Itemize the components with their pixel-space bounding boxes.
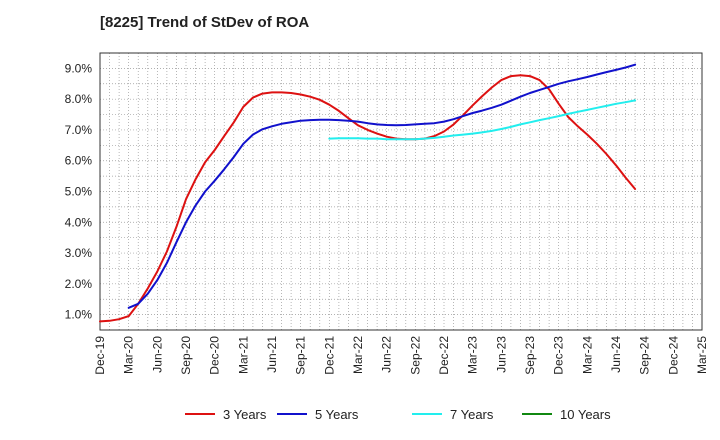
x-tick-label: Dec-23 (552, 336, 566, 375)
y-tick-label: 1.0% (65, 308, 93, 322)
x-tick-label: Dec-22 (437, 336, 451, 375)
x-tick-label: Dec-21 (322, 336, 336, 375)
y-tick-label: 6.0% (65, 154, 93, 168)
legend-label: 10 Years (560, 407, 611, 422)
x-tick-label: Mar-20 (122, 336, 136, 374)
x-tick-label: Jun-24 (609, 336, 623, 373)
y-tick-label: 2.0% (65, 277, 93, 291)
series-line-7-years (328, 99, 637, 141)
legend-label: 5 Years (315, 407, 359, 422)
x-tick-label: Mar-22 (351, 336, 365, 374)
y-tick-label: 8.0% (65, 92, 93, 106)
legend-label: 3 Years (223, 407, 267, 422)
series-line-3-years (99, 74, 637, 323)
x-tick-label: Mar-25 (695, 336, 709, 374)
x-tick-label: Sep-21 (294, 336, 308, 375)
y-tick-label: 3.0% (65, 246, 93, 260)
x-tick-label: Mar-24 (580, 336, 594, 374)
x-tick-label: Jun-22 (380, 336, 394, 373)
x-tick-label: Dec-19 (93, 336, 107, 375)
x-tick-label: Sep-24 (638, 336, 652, 375)
y-tick-label: 7.0% (65, 123, 93, 137)
x-tick-label: Jun-21 (265, 336, 279, 373)
series-line-5-years (127, 63, 637, 309)
x-tick-label: Mar-21 (236, 336, 250, 374)
x-tick-label: Dec-20 (208, 336, 222, 375)
chart-title: [8225] Trend of StDev of ROA (100, 14, 310, 31)
x-tick-label: Jun-23 (494, 336, 508, 373)
x-tick-label: Sep-23 (523, 336, 537, 375)
x-tick-label: Dec-24 (666, 336, 680, 375)
plot-border (99, 52, 703, 331)
x-tick-label: Jun-20 (150, 336, 164, 373)
x-tick-label: Mar-23 (466, 336, 480, 374)
y-tick-label: 4.0% (65, 215, 93, 229)
legend-label: 7 Years (450, 407, 494, 422)
y-tick-label: 5.0% (65, 185, 93, 199)
x-tick-label: Sep-20 (179, 336, 193, 375)
x-tick-label: Sep-22 (408, 336, 422, 375)
y-tick-label: 9.0% (65, 61, 93, 75)
